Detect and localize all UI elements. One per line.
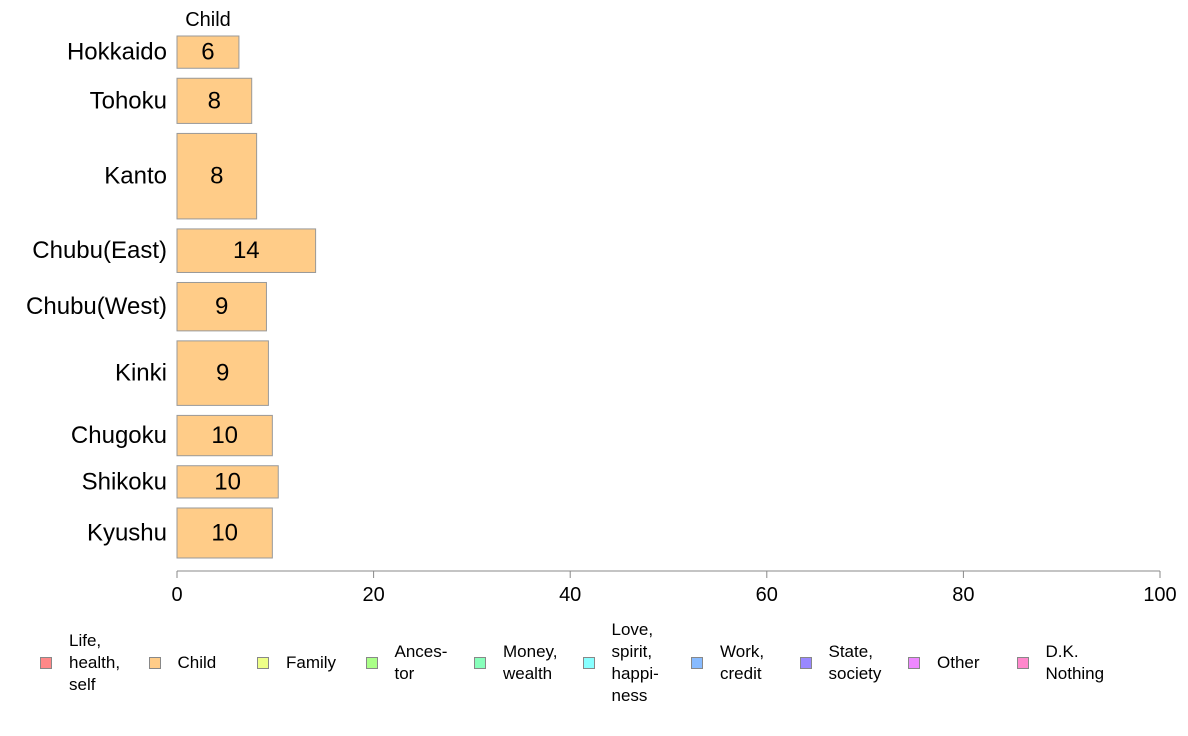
legend-label: Family xyxy=(286,653,337,672)
legend-label: Love, spirit, happi- ness xyxy=(611,620,659,705)
x-tick-label: 0 xyxy=(171,584,182,606)
value-label: 9 xyxy=(216,360,229,387)
category-label: Shikoku xyxy=(82,468,167,495)
value-label: 10 xyxy=(211,422,238,449)
bar-kyushu xyxy=(176,507,273,559)
x-tick-label: 20 xyxy=(362,584,384,606)
bar-kanto xyxy=(176,132,258,220)
category-label: Kyushu xyxy=(87,519,167,546)
value-label: 8 xyxy=(208,87,221,114)
legend-label: Money, wealth xyxy=(503,642,558,683)
value-label: 10 xyxy=(214,468,241,495)
bar-shikoku xyxy=(176,465,279,499)
legend-swatch xyxy=(691,657,703,669)
category-labels: Hokkaido Tohoku Kanto Chubu(East) Chubu(West… xyxy=(26,39,167,547)
legend-item: Ances- tor xyxy=(365,618,448,708)
legend-swatch xyxy=(1016,657,1029,669)
legend-swatch xyxy=(799,657,812,669)
category-label: Kanto xyxy=(104,163,167,190)
legend-item: Child xyxy=(148,618,217,708)
value-label: 6 xyxy=(201,39,214,66)
x-tick-label: 100 xyxy=(1143,584,1176,606)
bar-tohoku xyxy=(176,77,253,124)
category-label: Chubu(West) xyxy=(26,293,167,320)
category-label: Hokkaido xyxy=(67,39,167,66)
x-tick-label: 80 xyxy=(952,584,974,606)
legend-label: Other xyxy=(937,653,980,672)
series-header: Child xyxy=(185,9,231,31)
legend-label: Child xyxy=(177,653,217,672)
bar-kinki xyxy=(176,340,269,406)
x-axis-ticks: 0 20 40 60 80 100 xyxy=(171,571,1177,606)
bar-chubu-west xyxy=(176,281,267,332)
legend-item: Love, spirit, happi- ness xyxy=(582,618,659,708)
category-label: Tohoku xyxy=(90,87,167,114)
legend-swatch xyxy=(365,657,378,669)
legend-swatch xyxy=(582,657,595,669)
value-labels: 6 8 8 14 9 9 10 10 10 xyxy=(201,39,259,547)
legend-label: State, society xyxy=(828,642,882,683)
category-label: Chugoku xyxy=(71,422,167,449)
x-tick-label: 60 xyxy=(756,584,778,606)
bar-chubu-east xyxy=(176,228,317,273)
legend-swatch xyxy=(40,657,52,669)
legend-item: Other xyxy=(908,618,980,708)
legend-item: State, society xyxy=(799,618,882,708)
category-label: Kinki xyxy=(115,360,167,387)
legend-item: Work, credit xyxy=(691,618,764,708)
value-label: 8 xyxy=(210,163,223,190)
bar-hokkaido xyxy=(176,35,240,69)
legend-item: Family xyxy=(257,618,336,708)
legend-label: D.K. Nothing xyxy=(1045,642,1105,683)
legend-item: Life, health, self xyxy=(40,618,120,708)
legend-swatch xyxy=(908,657,920,669)
legend-label: Work, credit xyxy=(720,642,765,683)
legend-item: D.K. Nothing xyxy=(1016,618,1105,708)
value-label: 9 xyxy=(215,293,228,320)
legend-label: Ances- tor xyxy=(394,642,448,683)
legend-item: Money, wealth xyxy=(474,618,558,708)
legend-swatch xyxy=(257,657,269,669)
x-tick-label: 40 xyxy=(559,584,581,606)
category-label: Chubu(East) xyxy=(32,237,167,264)
value-label: 14 xyxy=(233,237,260,264)
value-label: 10 xyxy=(211,519,238,546)
legend: Life, health, self Child Family Ances- tor M… xyxy=(0,618,1188,718)
legend-label: Life, health, self xyxy=(69,631,121,694)
bar-chugoku xyxy=(176,414,273,457)
bars-group xyxy=(176,35,317,559)
legend-swatch xyxy=(474,657,486,669)
legend-swatch xyxy=(148,657,161,669)
